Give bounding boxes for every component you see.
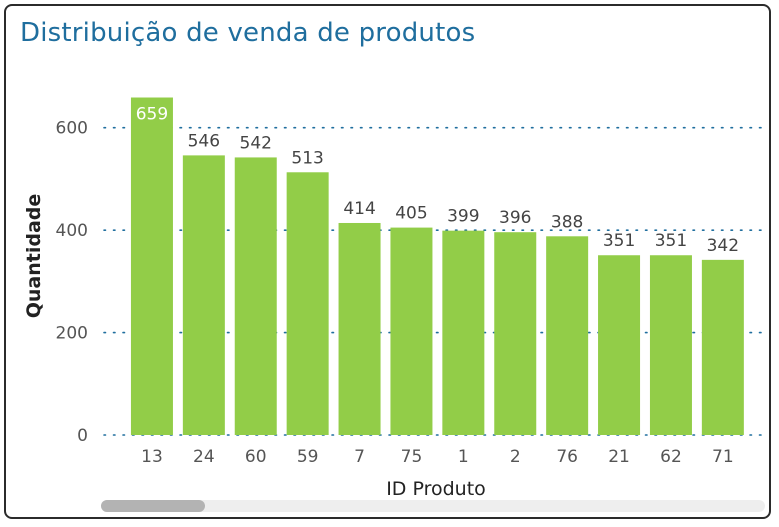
- y-tick-labels: 0 200 400 600: [56, 119, 88, 446]
- y-axis-title: Quantidade: [23, 194, 45, 319]
- x-tick-label-10: 62: [660, 447, 682, 467]
- data-label-11: 342: [707, 236, 739, 256]
- bar-9: [598, 255, 641, 435]
- data-label-10: 351: [655, 231, 687, 251]
- x-tick-labels: 13 24 60 59 7 75 1 2 76 21 62 71: [141, 447, 734, 467]
- bar-1: [182, 155, 225, 435]
- data-label-8: 388: [551, 212, 583, 232]
- bar-5: [390, 227, 433, 435]
- bar-11: [701, 259, 744, 435]
- data-label-6: 399: [447, 207, 479, 227]
- bar-0: [130, 97, 173, 436]
- bar-3: [286, 172, 329, 436]
- bar-8: [546, 236, 589, 435]
- y-tick-label-3: 600: [56, 119, 88, 139]
- x-tick-label-7: 2: [510, 447, 521, 467]
- bar-2: [234, 157, 277, 435]
- data-label-1: 546: [188, 131, 220, 151]
- bar-7: [494, 232, 537, 435]
- data-label-3: 513: [291, 148, 323, 168]
- data-label-2: 542: [240, 133, 272, 153]
- x-tick-label-1: 24: [193, 447, 215, 467]
- x-tick-label-11: 71: [712, 447, 734, 467]
- x-tick-label-5: 75: [401, 447, 423, 467]
- chart-title: Distribuição de venda de produtos: [20, 18, 476, 48]
- data-label-5: 405: [395, 204, 427, 224]
- bar-4: [338, 222, 381, 435]
- x-tick-label-6: 1: [458, 447, 469, 467]
- x-tick-label-9: 21: [608, 447, 630, 467]
- x-axis-title: ID Produto: [386, 478, 486, 500]
- data-label-4: 414: [343, 199, 375, 219]
- data-label-9: 351: [603, 231, 635, 251]
- x-tick-label-3: 59: [297, 447, 319, 467]
- data-label-0: 659: [136, 105, 168, 125]
- bars: [130, 97, 744, 436]
- bar-10: [649, 255, 692, 435]
- x-tick-label-0: 13: [141, 447, 163, 467]
- y-tick-label-2: 400: [56, 221, 88, 241]
- x-tick-label-8: 76: [556, 447, 578, 467]
- horizontal-scrollbar[interactable]: [101, 500, 765, 512]
- x-tick-label-4: 7: [354, 447, 365, 467]
- bar-6: [442, 230, 485, 435]
- data-labels: 659 546 542 513 414 405 399 396 388 351 351 342: [136, 105, 739, 256]
- scrollbar-thumb[interactable]: [101, 500, 205, 512]
- data-label-7: 396: [499, 208, 531, 228]
- y-tick-label-1: 200: [56, 324, 88, 344]
- y-tick-label-0: 0: [77, 426, 88, 446]
- x-tick-label-2: 60: [245, 447, 267, 467]
